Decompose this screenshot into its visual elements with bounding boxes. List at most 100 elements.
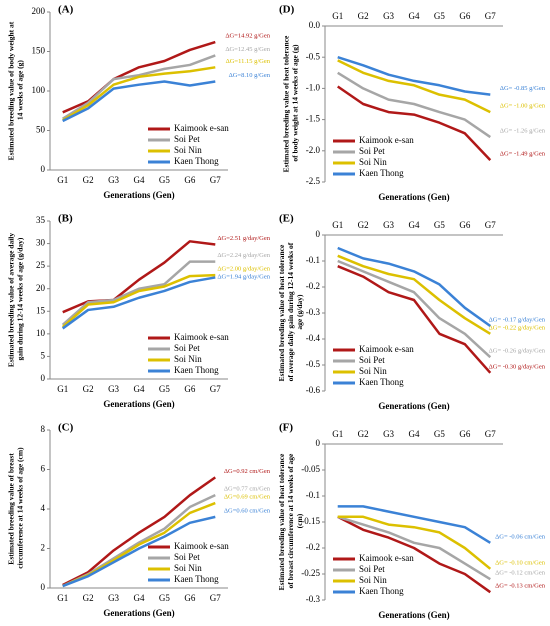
legend-label: Kaimook e-san <box>174 332 229 342</box>
legend-label: Kaen Thong <box>359 377 404 387</box>
legend-label: Kaen Thong <box>174 574 219 584</box>
series-line <box>337 515 491 581</box>
legend-label: Soi Nin <box>174 563 202 573</box>
annotation: ΔG= -0.85 g/Gen <box>500 85 546 92</box>
y-tick-label: -0.3 <box>306 307 321 317</box>
y-tick-label: -2.5 <box>306 176 321 186</box>
annotation: ΔG=0.92 cm/Gen <box>224 468 271 475</box>
annotation: ΔG= -1.49 g/Gen <box>500 151 546 158</box>
y-tick-label: 0 <box>41 164 46 174</box>
annotation: ΔG=0.69 cm/Gen <box>224 494 271 501</box>
x-tick-label: G5 <box>159 593 170 603</box>
annotation: ΔG= -0.30 g/day/Gen <box>489 363 546 370</box>
annotation: ΔG=11.15 g/Gen <box>226 58 271 65</box>
x-tick-label: G7 <box>210 175 221 185</box>
series-line <box>61 273 216 329</box>
x-tick-label: G4 <box>409 11 420 21</box>
x-tick-label: G7 <box>485 11 496 21</box>
annotation: ΔG= -0.10 cm/Gen <box>495 559 546 566</box>
y-tick-label: 0 <box>316 438 321 448</box>
x-tick-label: G1 <box>332 429 343 439</box>
x-tick-label: G7 <box>485 429 496 439</box>
annotation: ΔG= -0.12 cm/Gen <box>495 570 546 577</box>
series-line <box>62 80 216 123</box>
legend-label: Kaimook e-san <box>359 553 414 563</box>
x-tick-label: G6 <box>459 429 470 439</box>
x-axis-title: Generations (Gen) <box>378 192 449 202</box>
legend-label: Kaimook e-san <box>359 344 414 354</box>
y-tick-label: 0 <box>316 229 321 239</box>
legend-label: Soi Pet <box>359 355 385 365</box>
x-tick-label: G3 <box>383 220 394 230</box>
y-tick-label: 6 <box>41 464 46 474</box>
legend-label: Kaen Thong <box>174 365 219 375</box>
legend-label: Soi Nin <box>174 145 202 155</box>
x-tick-label: G1 <box>57 593 68 603</box>
legend-label: Soi Nin <box>359 366 387 376</box>
series-line <box>337 505 491 544</box>
y-tick-label: -0.5 <box>306 51 321 61</box>
x-tick-label: G2 <box>358 11 369 21</box>
y-tick-label: 8 <box>41 424 46 434</box>
panel-label: (F) <box>279 422 293 434</box>
y-tick-label: -0.5 <box>306 359 321 369</box>
x-tick-label: G6 <box>184 175 195 185</box>
annotation: ΔG= -0.26 g/day/Gen <box>489 348 546 355</box>
x-tick-label: G1 <box>57 175 68 185</box>
y-axis-title: Estimated breeding value of heat toleran… <box>281 35 299 172</box>
y-axis-title: Estimated breeding value of body weight … <box>6 21 24 160</box>
y-tick-label: -1.0 <box>306 82 321 92</box>
x-tick-label: G2 <box>83 175 94 185</box>
legend-label: Soi Nin <box>359 575 387 585</box>
series-line <box>337 259 492 359</box>
x-axis-title: Generations (Gen) <box>103 608 174 618</box>
legend-label: Soi Pet <box>174 134 200 144</box>
annotation: ΔG= -0.17 g/day/Gen <box>489 316 546 323</box>
legend-label: Soi Pet <box>174 552 200 562</box>
legend-label: Kaen Thong <box>174 156 219 166</box>
y-axis-title: Estimated breeding value of average dail… <box>6 233 24 367</box>
series-line <box>337 515 492 594</box>
y-tick-label: -2.0 <box>306 145 321 155</box>
annotation: ΔG=14.92 g/Gen <box>225 33 270 40</box>
annotation: ΔG=8.10 g/Gen <box>229 72 271 79</box>
y-tick-label: 5 <box>41 350 46 360</box>
x-tick-label: G2 <box>358 220 369 230</box>
annotation: ΔG= -1.00 g/Gen <box>500 103 546 110</box>
x-tick-label: G4 <box>409 220 420 230</box>
x-tick-label: G4 <box>409 429 420 439</box>
y-axis-title: Estimated breeding value of breast circu… <box>6 447 24 571</box>
x-tick-label: G7 <box>210 593 221 603</box>
legend-label: Soi Pet <box>359 146 385 156</box>
annotation: ΔG=0.60 cm/Gen <box>224 507 271 514</box>
legend-label: Kaen Thong <box>359 168 404 178</box>
x-tick-label: G3 <box>108 384 119 394</box>
annotation: ΔG= -0.13 cm/Gen <box>495 583 546 590</box>
y-tick-label: -1.5 <box>306 114 321 124</box>
annotation: ΔG= -1.26 g/Gen <box>500 128 546 135</box>
legend-label: Kaen Thong <box>359 586 404 596</box>
x-tick-label: G5 <box>159 175 170 185</box>
series-line <box>62 66 216 122</box>
x-tick-label: G3 <box>108 593 119 603</box>
annotation: ΔG=12.45 g/Gen <box>225 46 270 53</box>
legend-label: Soi Pet <box>174 343 200 353</box>
y-tick-label: -0.1 <box>306 255 320 265</box>
legend-label: Soi Pet <box>359 564 385 574</box>
x-tick-label: G4 <box>134 175 145 185</box>
annotation: ΔG= -0.06 cm/Gen <box>495 533 546 540</box>
x-tick-label: G1 <box>332 220 343 230</box>
x-axis-title: Generations (Gen) <box>103 399 174 409</box>
x-tick-label: G3 <box>383 11 394 21</box>
y-tick-label: 4 <box>41 503 46 513</box>
y-tick-label: -0.15 <box>301 516 320 526</box>
series-line <box>61 260 216 326</box>
series-line <box>62 54 216 120</box>
y-tick-label: 200 <box>32 6 46 16</box>
series-line <box>337 246 492 328</box>
series-line <box>337 71 491 139</box>
y-tick-label: -0.3 <box>306 594 321 604</box>
panel-label: (C) <box>58 422 74 434</box>
legend-label: Kaimook e-san <box>174 123 229 133</box>
